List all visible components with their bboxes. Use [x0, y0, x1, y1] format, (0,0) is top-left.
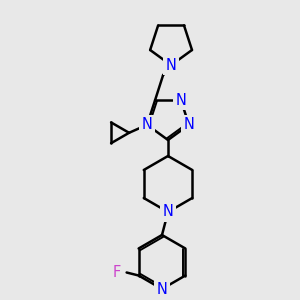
Text: N: N [184, 117, 194, 132]
Text: N: N [176, 93, 186, 108]
Text: N: N [166, 58, 176, 73]
Text: N: N [157, 281, 167, 296]
Text: F: F [112, 265, 121, 280]
Text: N: N [163, 205, 173, 220]
Text: N: N [142, 117, 152, 132]
